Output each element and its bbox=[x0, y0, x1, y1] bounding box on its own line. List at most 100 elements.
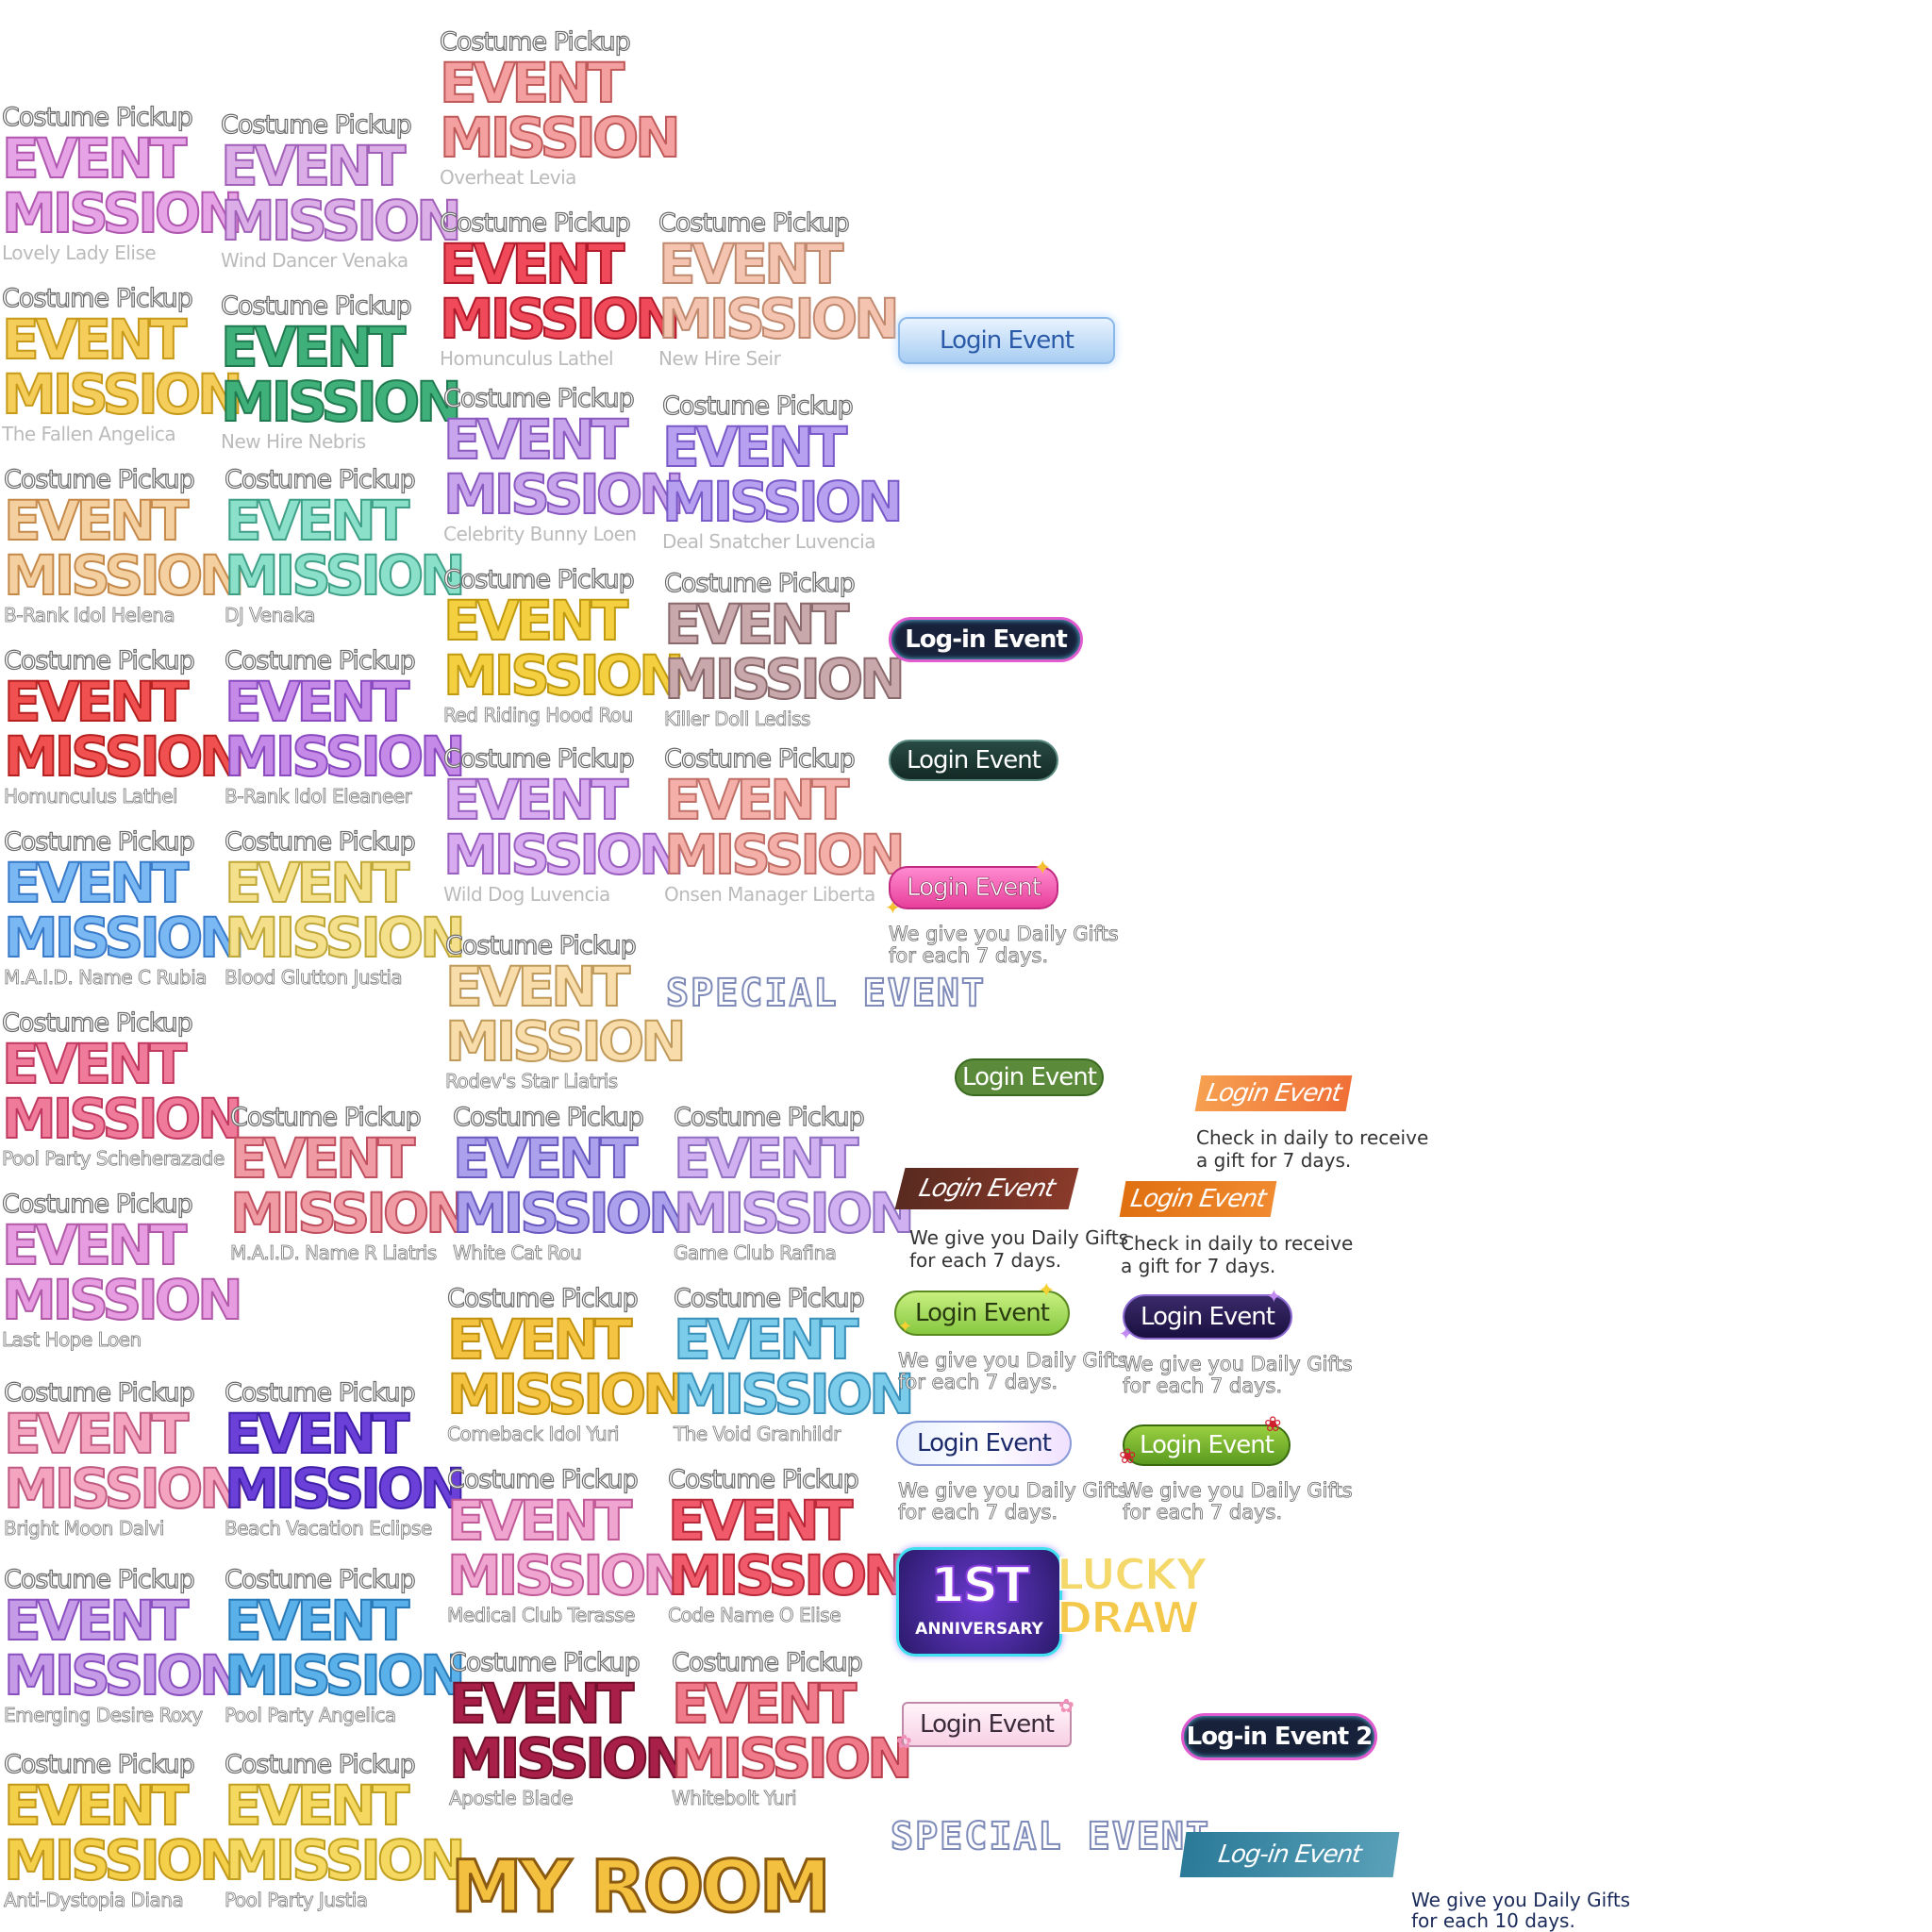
mission-label: MISSION bbox=[229, 1181, 473, 1245]
costume-pickup-tile[interactable]: Costume Pickup EVENT MISSION Deal Snatcher … bbox=[661, 391, 905, 553]
costume-pickup-tile[interactable]: Costume Pickup EVENT MISSION New Hire Nebri… bbox=[220, 291, 463, 453]
costume-pickup-tile[interactable]: Costume Pickup EVENT MISSION Killer Doll Le… bbox=[663, 569, 907, 731]
login-event-button-rose[interactable]: Login Event bbox=[1123, 1424, 1291, 1466]
costume-pickup-tile[interactable]: Costume Pickup EVENT MISSION B-Rank Idol He… bbox=[3, 465, 246, 627]
costume-pickup-tile[interactable]: Costume Pickup EVENT MISSION Comeback Idol … bbox=[446, 1284, 690, 1446]
login-event-button-olive[interactable]: Login Event bbox=[955, 1058, 1104, 1096]
costume-pickup-label: Costume Pickup bbox=[673, 1103, 865, 1132]
costume-name: White Cat Rou bbox=[453, 1241, 583, 1265]
costume-pickup-label: Costume Pickup bbox=[224, 827, 416, 857]
costume-pickup-tile[interactable]: Costume Pickup EVENT MISSION Onsen Manager … bbox=[663, 744, 907, 906]
sparkle-icon: ✦ bbox=[898, 1317, 913, 1337]
login-event-button-pink-dotted[interactable]: Login Event bbox=[902, 1702, 1072, 1747]
costume-name: New Hire Seir bbox=[658, 347, 781, 370]
login-event-button-light-green[interactable]: Login Event bbox=[894, 1291, 1070, 1336]
costume-pickup-label: Costume Pickup bbox=[224, 646, 416, 675]
login-event-button-dark-purple[interactable]: Login Event bbox=[1123, 1294, 1292, 1340]
costume-name: Pool Party Justia bbox=[225, 1889, 369, 1912]
login-event-banner-orange-2[interactable]: Login Event bbox=[1119, 1181, 1277, 1217]
costume-pickup-label: Costume Pickup bbox=[439, 27, 631, 57]
costume-pickup-tile[interactable]: Costume Pickup EVENT MISSION Last Hope Loen bbox=[1, 1190, 244, 1352]
mission-label: MISSION bbox=[661, 470, 905, 534]
login-event-label: Login Event bbox=[1128, 1185, 1268, 1213]
costume-pickup-tile[interactable]: Costume Pickup EVENT MISSION Overheat Levia bbox=[439, 27, 682, 189]
my-room-title: MY ROOM bbox=[450, 1844, 832, 1928]
login-event-label: Login Event bbox=[916, 1174, 1058, 1203]
costume-pickup-tile[interactable]: Costume Pickup EVENT MISSION Homunculus Lat… bbox=[3, 646, 246, 808]
costume-pickup-tile[interactable]: Costume Pickup EVENT MISSION Pool Party Jus… bbox=[224, 1750, 467, 1912]
event-label: EVENT bbox=[444, 955, 631, 1019]
login-event-label: Login Event bbox=[907, 746, 1041, 774]
costume-pickup-tile[interactable]: Costume Pickup EVENT MISSION Celebrity Bunn… bbox=[442, 384, 686, 545]
costume-pickup-label: Costume Pickup bbox=[442, 565, 635, 594]
costume-pickup-tile[interactable]: Costume Pickup EVENT MISSION White Cat Rou bbox=[452, 1103, 695, 1265]
costume-pickup-tile[interactable]: Costume Pickup EVENT MISSION Code Name O El… bbox=[667, 1465, 910, 1627]
costume-pickup-tile[interactable]: Costume Pickup EVENT MISSION Game Club Rafi… bbox=[673, 1103, 916, 1265]
costume-pickup-tile[interactable]: Costume Pickup EVENT MISSION Beach Vacation… bbox=[224, 1378, 467, 1541]
costume-pickup-tile[interactable]: Costume Pickup EVENT MISSION Pool Party Sch… bbox=[1, 1008, 244, 1171]
costume-pickup-tile[interactable]: Costume Pickup EVENT MISSION DJ Venaka bbox=[224, 465, 467, 627]
event-label: EVENT bbox=[3, 489, 190, 553]
mission-label: MISSION bbox=[658, 287, 901, 351]
costume-pickup-tile[interactable]: Costume Pickup EVENT MISSION Medical Club T… bbox=[446, 1465, 690, 1627]
costume-pickup-tile[interactable]: Costume Pickup EVENT MISSION Homunculus Lat… bbox=[439, 208, 682, 370]
costume-pickup-tile[interactable]: Costume Pickup EVENT MISSION M.A.I.D. Name … bbox=[3, 827, 246, 990]
event-label: EVENT bbox=[442, 408, 629, 472]
costume-pickup-tile[interactable]: Costume Pickup EVENT MISSION Pool Party Ang… bbox=[224, 1565, 467, 1727]
costume-pickup-label: Costume Pickup bbox=[224, 1378, 416, 1407]
login-event-button-pink[interactable]: Login Event bbox=[889, 866, 1058, 909]
costume-pickup-tile[interactable]: Costume Pickup EVENT MISSION Bright Moon Da… bbox=[3, 1378, 246, 1541]
costume-pickup-label: Costume Pickup bbox=[1, 103, 193, 132]
costume-pickup-tile[interactable]: Costume Pickup EVENT MISSION New Hire Seir bbox=[658, 208, 901, 370]
costume-name: Game Club Rafina bbox=[674, 1241, 838, 1265]
costume-name: Celebrity Bunny Loen bbox=[443, 523, 637, 545]
costume-pickup-tile[interactable]: Costume Pickup EVENT MISSION B-Rank Idol El… bbox=[224, 646, 467, 808]
event-label: EVENT bbox=[1, 1213, 188, 1277]
mission-label: MISSION bbox=[448, 1726, 691, 1790]
event-label: EVENT bbox=[224, 1774, 410, 1838]
costume-pickup-label: Costume Pickup bbox=[3, 1565, 195, 1594]
costume-pickup-tile[interactable]: Costume Pickup EVENT MISSION Wild Dog Luven… bbox=[442, 744, 686, 906]
costume-pickup-tile[interactable]: Costume Pickup EVENT MISSION Rodev's Star L… bbox=[444, 931, 688, 1093]
costume-pickup-label: Costume Pickup bbox=[446, 1465, 639, 1494]
mission-label: MISSION bbox=[442, 462, 686, 526]
costume-pickup-tile[interactable]: Costume Pickup EVENT MISSION Emerging Desir… bbox=[3, 1565, 246, 1727]
login-event-banner-orange[interactable]: Login Event bbox=[1194, 1075, 1353, 1111]
costume-pickup-tile[interactable]: Costume Pickup EVENT MISSION The Fallen Ang… bbox=[1, 284, 244, 445]
costume-pickup-tile[interactable]: Costume Pickup EVENT MISSION Wind Dancer Ve… bbox=[220, 110, 463, 272]
mission-label: MISSION bbox=[446, 1362, 690, 1426]
costume-pickup-label: Costume Pickup bbox=[444, 931, 637, 960]
login-event-button-crystal[interactable]: Login Event bbox=[898, 317, 1115, 364]
costume-pickup-label: Costume Pickup bbox=[224, 465, 416, 494]
costume-pickup-tile[interactable]: Costume Pickup EVENT MISSION The Void Granh… bbox=[673, 1284, 916, 1446]
event-label: EVENT bbox=[229, 1126, 416, 1191]
costume-pickup-tile[interactable]: Costume Pickup EVENT MISSION Lovely Lady El… bbox=[1, 103, 244, 264]
costume-name: Deal Snatcher Luvencia bbox=[662, 530, 876, 553]
mission-label: MISSION bbox=[442, 643, 686, 708]
login-event-button-pastel[interactable]: Login Event bbox=[896, 1421, 1072, 1466]
event-label: EVENT bbox=[224, 1402, 410, 1466]
event-label: EVENT bbox=[224, 1589, 410, 1653]
costume-pickup-tile[interactable]: Costume Pickup EVENT MISSION Blood Glutton … bbox=[224, 827, 467, 990]
login-event-label: Login Event bbox=[1204, 1079, 1343, 1108]
costume-pickup-label: Costume Pickup bbox=[658, 208, 850, 238]
login-event-button-dark-green[interactable]: Login Event bbox=[889, 740, 1058, 781]
costume-pickup-label: Costume Pickup bbox=[448, 1648, 641, 1677]
sparkle-icon: ✦ bbox=[885, 896, 901, 919]
costume-pickup-tile[interactable]: Costume Pickup EVENT MISSION M.A.I.D. Name … bbox=[229, 1103, 473, 1265]
login-event-button-neon[interactable]: Log-in Event bbox=[889, 617, 1083, 662]
mission-label: MISSION bbox=[224, 1828, 467, 1892]
login-event-2-button-neon[interactable]: Log-in Event 2 bbox=[1181, 1713, 1377, 1760]
costume-pickup-tile[interactable]: Costume Pickup EVENT MISSION Anti-Dystopia … bbox=[3, 1750, 246, 1912]
login-event-banner-brown[interactable]: Login Event bbox=[894, 1168, 1079, 1209]
mission-label: MISSION bbox=[1, 1087, 244, 1151]
costume-name: Overheat Levia bbox=[440, 166, 576, 189]
costume-pickup-label: Costume Pickup bbox=[661, 391, 854, 421]
costume-name: Pool Party Scheherazade bbox=[2, 1147, 225, 1171]
event-label: EVENT bbox=[671, 1672, 858, 1736]
login-event-banner-teal[interactable]: Log-in Event bbox=[1179, 1832, 1400, 1877]
event-label: EVENT bbox=[1, 1032, 188, 1096]
costume-pickup-tile[interactable]: Costume Pickup EVENT MISSION Red Riding Hoo… bbox=[442, 565, 686, 727]
costume-pickup-tile[interactable]: Costume Pickup EVENT MISSION Whitebolt Yuri bbox=[671, 1648, 914, 1810]
costume-pickup-tile[interactable]: Costume Pickup EVENT MISSION Apostle Blade bbox=[448, 1648, 691, 1810]
